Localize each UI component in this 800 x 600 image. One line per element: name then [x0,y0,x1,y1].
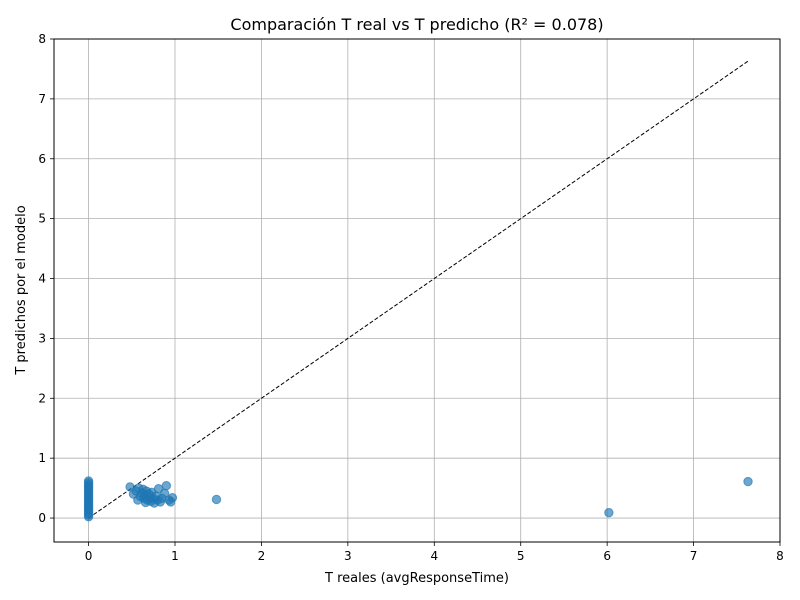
data-point [167,492,178,503]
y-tick-label: 6 [38,152,46,166]
plot-area-frame [53,38,781,543]
x-tick-label: 8 [776,549,784,563]
data-points [83,476,753,522]
y-tick-label: 8 [38,32,46,46]
data-point [604,507,614,518]
y-tick-label: 7 [38,92,46,106]
y-tick-label: 5 [38,212,46,226]
x-axis-label: T reales (avgResponseTime) [324,571,509,586]
y-tick-label: 4 [38,272,46,286]
data-point [743,476,753,487]
y-tick-label: 2 [38,391,46,405]
axis-ticks: 0 1 2 3 4 5 6 7 8 0 1 2 3 4 5 6 7 8 [38,32,783,563]
data-point [161,481,172,491]
y-tick-label: 3 [38,331,46,345]
x-tick-label: 3 [344,549,352,563]
x-tick-label: 0 [85,549,93,563]
x-tick-label: 2 [258,549,266,563]
identity-reference-line [88,60,749,519]
x-tick-label: 7 [690,549,698,563]
y-tick-label: 0 [38,511,46,525]
data-point [83,512,94,522]
data-point [211,494,222,505]
chart-title: Comparación T real vs T predicho (R² = 0… [230,15,603,34]
y-tick-label: 1 [38,451,46,465]
y-axis-label: T predichos por el modelo [14,205,29,375]
x-tick-label: 1 [171,549,179,563]
x-tick-label: 4 [430,549,438,563]
reference-line-layer [88,60,749,519]
x-tick-label: 6 [603,549,611,563]
x-tick-label: 5 [517,549,525,563]
